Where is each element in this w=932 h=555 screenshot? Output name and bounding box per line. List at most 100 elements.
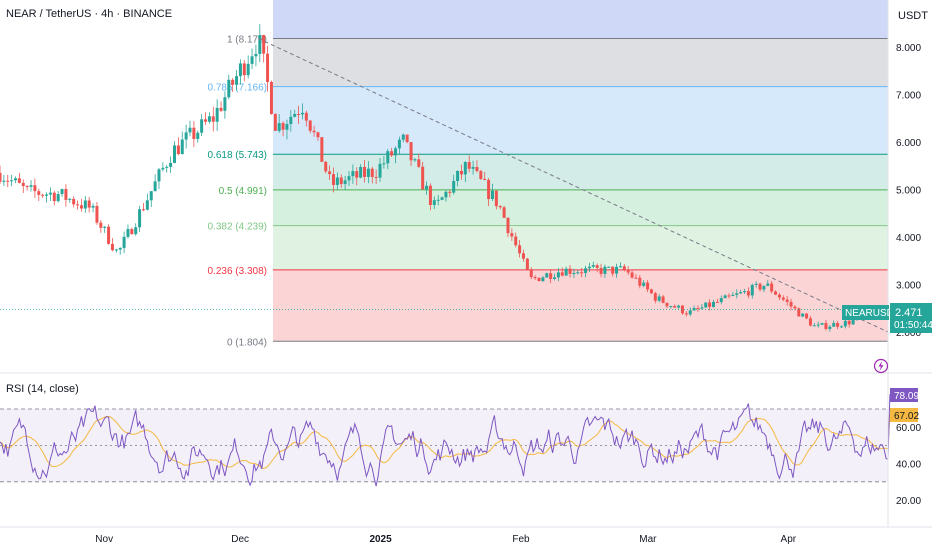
candle xyxy=(440,196,444,201)
candle xyxy=(14,176,18,184)
candle xyxy=(556,267,560,282)
candle xyxy=(347,171,351,187)
candle xyxy=(409,141,413,167)
price-tick-label: 4.000 xyxy=(896,233,921,244)
trendline[interactable] xyxy=(0,37,889,333)
candle-body xyxy=(595,265,599,268)
candle xyxy=(456,170,460,187)
candle xyxy=(413,157,417,163)
candle-body xyxy=(642,282,646,286)
candle xyxy=(421,161,425,190)
candle-body xyxy=(723,295,727,299)
candle xyxy=(432,196,436,210)
candle xyxy=(719,295,723,305)
candle-body xyxy=(758,283,762,290)
candle xyxy=(246,55,250,79)
candle xyxy=(64,184,68,207)
candle xyxy=(715,298,719,303)
candle-body xyxy=(812,325,816,327)
trendline-segment[interactable] xyxy=(258,37,889,333)
candle-body xyxy=(25,186,29,188)
candle xyxy=(366,161,370,184)
candle-body xyxy=(293,114,297,117)
candle xyxy=(17,173,21,184)
candle xyxy=(114,248,118,253)
candle-body xyxy=(518,245,522,254)
candle xyxy=(599,263,603,278)
candle-body xyxy=(649,289,653,294)
candle xyxy=(603,264,607,278)
candle xyxy=(273,113,277,132)
time-tick-label: Dec xyxy=(231,534,249,545)
candle-body xyxy=(839,326,843,328)
candle xyxy=(591,261,595,269)
time-tick-label: Feb xyxy=(512,534,530,545)
candle xyxy=(479,169,483,180)
candle xyxy=(192,121,196,148)
candle-body xyxy=(584,268,588,273)
candle-body xyxy=(149,191,153,201)
candle xyxy=(76,200,80,210)
candle-body xyxy=(739,292,743,294)
candle xyxy=(21,179,25,193)
candle-body xyxy=(847,320,851,325)
candle-body xyxy=(157,169,161,182)
candle xyxy=(320,137,324,162)
candle xyxy=(576,269,580,275)
price-tag-bg xyxy=(890,303,932,333)
candle-body xyxy=(467,162,471,169)
candle xyxy=(805,312,809,320)
candle xyxy=(386,148,390,170)
candle-body xyxy=(300,112,304,115)
candle xyxy=(250,48,254,70)
candle-body xyxy=(661,296,665,303)
candle-body xyxy=(615,266,619,274)
candle-body xyxy=(21,182,25,187)
candle-body xyxy=(138,209,142,228)
candle-body xyxy=(696,307,700,309)
candle xyxy=(584,265,588,278)
candle-body xyxy=(79,205,83,209)
candle xyxy=(688,307,692,317)
candle xyxy=(184,124,188,149)
candle xyxy=(502,205,506,219)
candle xyxy=(56,190,60,203)
candle-body xyxy=(456,170,460,182)
candle xyxy=(758,282,762,292)
candle xyxy=(677,304,681,309)
candle-body xyxy=(828,326,832,329)
candle-body xyxy=(762,285,766,290)
candle-body xyxy=(273,113,277,131)
candle-body xyxy=(704,302,708,308)
candle xyxy=(405,134,409,144)
candle-body xyxy=(572,273,576,275)
candle-body xyxy=(262,35,266,54)
lightning-icon[interactable] xyxy=(873,358,889,374)
candle xyxy=(634,274,638,280)
rsi-value-tag: 78.09 xyxy=(890,388,919,402)
candle-body xyxy=(712,301,716,307)
candle-body xyxy=(638,277,642,286)
candle xyxy=(394,146,398,164)
candle-body xyxy=(343,180,347,185)
candle-body xyxy=(851,319,855,325)
candle-body xyxy=(506,217,510,234)
candle xyxy=(785,296,789,306)
candle-body xyxy=(235,76,239,85)
candle xyxy=(750,283,754,299)
candle-body xyxy=(91,205,95,208)
candle xyxy=(401,133,405,143)
candle xyxy=(564,266,568,276)
candle-body xyxy=(172,145,176,163)
candle-body xyxy=(421,166,425,190)
rsi-title: RSI (14, close) xyxy=(6,383,79,395)
candle-body xyxy=(227,79,231,98)
candle-body xyxy=(176,145,180,155)
candle-body xyxy=(374,176,378,178)
fibonacci-retracement[interactable]: 1 (8.178) 0.786 (7.166) 0.618 (5.743) 0.5 (… xyxy=(208,0,889,348)
candle xyxy=(266,45,270,92)
candle-body xyxy=(576,272,580,274)
candle xyxy=(839,325,843,329)
